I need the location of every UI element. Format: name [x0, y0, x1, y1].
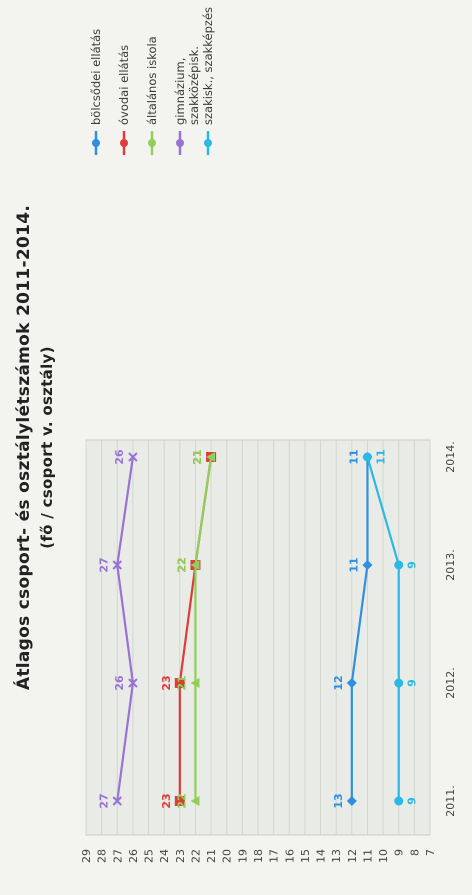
data-point: [112, 560, 122, 570]
series-line: [366, 456, 400, 801]
y-tick-label: 14: [315, 849, 328, 863]
data-point: [190, 796, 200, 806]
legend-label: óvodai ellátás: [117, 45, 131, 125]
data-label: 26: [113, 449, 126, 465]
data-point: [362, 452, 372, 462]
data-label: 26: [113, 675, 126, 691]
series-line: [194, 456, 213, 801]
legend-label: szakközépisk.: [187, 46, 201, 125]
series-line: [116, 456, 135, 802]
legend-marker: [148, 139, 156, 147]
data-point: [394, 560, 404, 570]
y-tick-label: 7: [424, 849, 437, 856]
x-tick-label: 2014.: [444, 441, 457, 473]
y-tick-label: 24: [158, 849, 171, 863]
data-label: 22: [175, 557, 188, 572]
y-tick-label: 13: [330, 849, 343, 863]
data-label: 21: [191, 449, 204, 464]
data-label: 23: [160, 675, 173, 690]
data-point: [206, 452, 216, 462]
y-tick-label: 8: [408, 849, 421, 856]
data-point: [346, 678, 357, 688]
legend-marker: [204, 139, 212, 147]
data-label: 23: [160, 793, 173, 808]
x-tick-label: 2013.: [444, 549, 457, 581]
data-label: 21: [175, 675, 188, 690]
data-point: [174, 678, 185, 688]
data-point: [174, 796, 185, 806]
data-label: 9: [406, 797, 419, 805]
y-tick-label: 19: [236, 849, 249, 863]
y-tick-label: 17: [268, 849, 281, 863]
y-tick-label: 21: [205, 849, 218, 863]
legend-label: bölcsődei ellátás: [89, 29, 103, 125]
legend-marker: [120, 139, 128, 147]
y-tick-label: 18: [252, 849, 265, 863]
x-tick-label: 2012.: [444, 667, 457, 699]
data-point: [394, 678, 404, 688]
y-tick-label: 22: [189, 849, 202, 863]
x-tick-label: 2011.: [444, 785, 457, 817]
y-tick-label: 28: [96, 849, 109, 863]
y-tick-label: 20: [221, 849, 234, 863]
y-tick-label: 12: [346, 849, 359, 863]
data-label: 27: [97, 793, 110, 808]
y-tick-label: 16: [283, 849, 296, 863]
data-label: 22: [175, 557, 188, 572]
data-point: [128, 452, 138, 462]
data-label: 11: [374, 449, 387, 464]
data-label: 9: [406, 561, 419, 569]
data-label: 27: [97, 557, 110, 572]
y-tick-label: 27: [111, 849, 124, 863]
data-point: [190, 678, 200, 688]
y-tick-label: 25: [143, 849, 156, 863]
y-tick-label: 10: [377, 849, 390, 863]
legend-label: gimnázium,: [173, 58, 187, 125]
legend-marker: [92, 139, 100, 147]
data-label: 12: [332, 675, 345, 690]
y-tick-label: 23: [174, 849, 187, 863]
data-point: [346, 796, 357, 806]
data-label: 22: [175, 793, 188, 808]
y-tick-label: 26: [127, 849, 140, 863]
y-tick-label: 11: [361, 849, 374, 863]
data-label: 9: [406, 679, 419, 687]
data-label: 21: [191, 449, 204, 464]
data-label: 11: [347, 557, 360, 572]
data-point: [190, 560, 200, 570]
y-tick-label: 9: [393, 849, 406, 856]
y-tick-label: 15: [299, 849, 312, 863]
series-line: [350, 457, 369, 801]
data-point: [394, 796, 404, 806]
y-tick-label: 29: [80, 849, 93, 863]
data-point: [362, 560, 373, 570]
legend-label: szakisk., szakképzés: [201, 7, 215, 125]
legend-marker: [176, 139, 184, 147]
data-point: [112, 796, 122, 806]
legend-label: általános iskola: [145, 36, 159, 125]
data-point: [128, 678, 138, 688]
data-label: 11: [347, 449, 360, 464]
data-label: 13: [332, 793, 345, 808]
